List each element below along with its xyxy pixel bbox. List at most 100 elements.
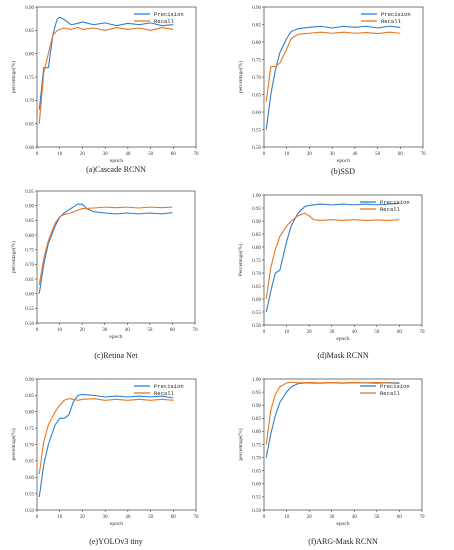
y-tick-label: 0.65 [252, 93, 261, 98]
legend-label-recall: Recall [154, 18, 174, 25]
y-tick-label: 0.75 [252, 443, 261, 448]
y-tick-label: 0.75 [25, 427, 34, 432]
y-tick-label: 0.80 [25, 234, 34, 239]
x-tick-label: 0 [263, 152, 266, 157]
y-tick-label: 0.55 [252, 496, 261, 501]
y-tick-label: 0.65 [252, 285, 261, 290]
chart-caption: (b)SSD [331, 167, 355, 176]
x-tick-label: 60 [171, 515, 177, 520]
y-tick-label: 0.80 [252, 41, 261, 46]
series-line-precision [38, 16, 174, 110]
y-tick-label: 0.75 [25, 248, 34, 253]
chart-6: 0 10 20 30 40 50 60 70 0.50 0.55 0.60 0.65 0.70 0.75 0… [237, 378, 425, 546]
chart-1: 0 10 20 30 40 50 60 70 0.60 0.65 0.70 0.75 0.80 0.85 0… [10, 6, 199, 174]
x-tick-label: 30 [103, 152, 109, 157]
series-line-recall [265, 381, 400, 445]
y-tick-label: 1.00 [252, 194, 261, 199]
x-tick-label: 70 [193, 328, 199, 333]
series-line-recall [38, 206, 173, 285]
chart-caption: (c)Retina Net [94, 351, 138, 360]
y-tick-label: 0.85 [252, 23, 261, 28]
y-tick-label: 0.85 [252, 233, 261, 238]
y-tick-label: 0.75 [25, 76, 34, 81]
y-axis-label: percentage(%) [10, 61, 17, 93]
chart-caption: (e)YOLOv3 tiny [89, 537, 143, 546]
series-line-recall [265, 31, 401, 102]
y-tick-label: 0.90 [252, 404, 261, 409]
y-tick-label: 0.80 [252, 246, 261, 251]
x-tick-label: 40 [125, 152, 131, 157]
y-tick-label: 0.80 [252, 430, 261, 435]
legend-label-precision: Precision [380, 199, 410, 206]
x-tick-label: 60 [171, 152, 177, 157]
x-tick-label: 0 [36, 152, 39, 157]
x-tick-label: 0 [263, 515, 266, 520]
x-tick-label: 10 [57, 515, 63, 520]
x-tick-label: 40 [125, 328, 131, 333]
plot-frame [36, 378, 197, 511]
legend-label-precision: Precision [154, 383, 184, 390]
x-tick-label: 70 [420, 330, 426, 335]
legend-label-recall: Recall [381, 18, 401, 25]
chart-2: 0 10 20 30 40 50 60 70 0.50 0.55 0.60 0.65 0.70 0.75 0… [237, 6, 426, 176]
x-tick-label: 0 [36, 515, 39, 520]
y-tick-label: 0.85 [25, 29, 34, 34]
x-tick-label: 30 [330, 152, 336, 157]
y-axis-label: percentage(%) [10, 241, 17, 273]
y-tick-label: 0.70 [252, 272, 261, 277]
x-tick-label: 40 [352, 330, 358, 335]
x-tick-label: 10 [57, 152, 63, 157]
y-tick-label: 0.70 [25, 263, 34, 268]
y-tick-label: 0.90 [252, 220, 261, 225]
y-tick-label: 0.90 [252, 6, 261, 11]
y-tick-label: 0.70 [25, 99, 34, 104]
x-tick-label: 60 [397, 515, 403, 520]
x-tick-label: 50 [375, 152, 381, 157]
y-tick-label: 0.60 [25, 476, 34, 481]
y-tick-label: 0.50 [25, 322, 34, 327]
chart-5: 0 10 20 30 40 50 60 70 0.50 0.55 0.60 0.65 0.70 0.75 0… [10, 378, 199, 546]
y-tick-label: 0.90 [25, 6, 34, 11]
y-tick-label: 0.75 [252, 58, 261, 63]
y-tick-label: 0.95 [252, 207, 261, 212]
y-tick-label: 0.50 [252, 509, 261, 514]
legend-label-recall: Recall [380, 390, 400, 397]
x-axis-label: epoch [337, 158, 350, 164]
plot-frame [263, 194, 423, 326]
y-tick-label: 0.80 [25, 52, 34, 57]
legend-label-recall: Recall [380, 206, 400, 213]
series-line-precision [38, 203, 173, 294]
x-axis-label: epoch [336, 521, 349, 527]
plot-frame [263, 378, 423, 511]
x-tick-label: 20 [80, 328, 86, 333]
y-axis-label: percentage(%) [10, 428, 17, 460]
y-tick-label: 0.65 [25, 460, 34, 465]
y-tick-label: 0.55 [252, 311, 261, 316]
series-line-recall [265, 212, 400, 300]
y-tick-label: 0.50 [252, 324, 261, 329]
y-tick-label: 0.70 [252, 76, 261, 81]
y-tick-label: 0.90 [25, 204, 34, 209]
y-tick-label: 0.80 [25, 411, 34, 416]
x-tick-label: 20 [80, 515, 86, 520]
y-tick-label: 0.70 [25, 443, 34, 448]
y-axis-label: Percentage(%) [237, 244, 244, 277]
x-tick-label: 20 [307, 515, 313, 520]
y-tick-label: 0.85 [252, 417, 261, 422]
x-tick-label: 20 [307, 152, 313, 157]
y-tick-label: 0.50 [25, 509, 34, 514]
series-line-recall [38, 26, 174, 124]
x-tick-label: 30 [329, 515, 335, 520]
x-tick-label: 40 [352, 152, 358, 157]
legend-label-precision: Precision [380, 383, 410, 390]
x-axis-label: epoch [109, 334, 122, 340]
y-tick-label: 0.65 [252, 470, 261, 475]
x-tick-label: 10 [57, 328, 63, 333]
x-tick-label: 10 [284, 515, 290, 520]
series-line-recall [38, 398, 174, 475]
legend-label-recall: Recall [154, 390, 174, 397]
y-tick-label: 0.55 [25, 492, 34, 497]
y-tick-label: 0.60 [252, 483, 261, 488]
